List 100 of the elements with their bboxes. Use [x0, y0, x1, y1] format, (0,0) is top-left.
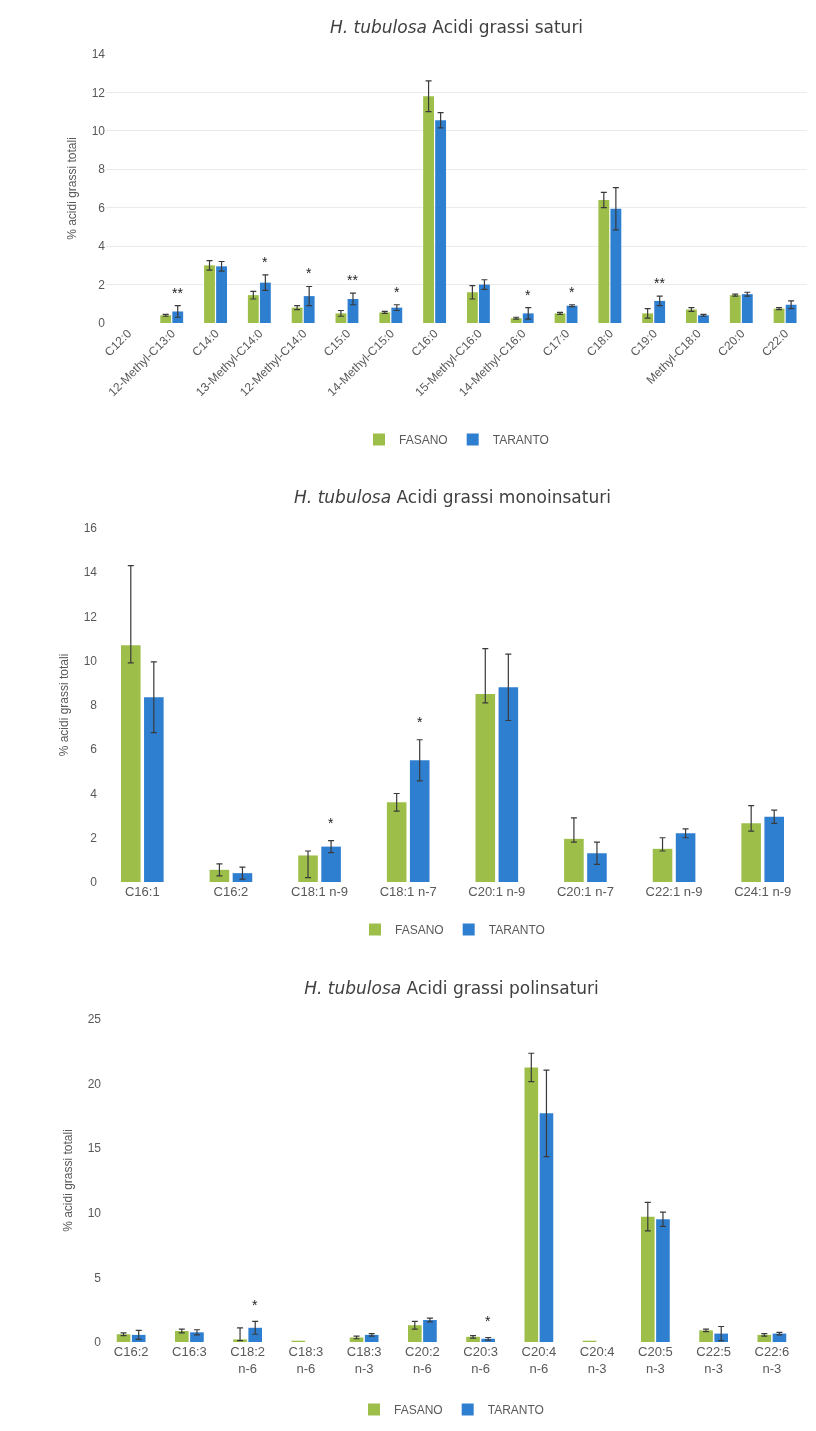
bar [699, 1330, 713, 1342]
bar [131, 1334, 146, 1342]
y-tick-label: 10 [83, 653, 98, 668]
y-tick-label: 0 [94, 1335, 102, 1350]
legend-label: TARANTO [487, 1403, 544, 1418]
bar [174, 1331, 189, 1342]
legend-label: TARANTO [492, 433, 549, 448]
y-tick-label: 10 [87, 1206, 102, 1220]
x-tick-label: C16:1 [124, 884, 160, 899]
x-tick-label: C22:6 n-3 [754, 1344, 790, 1376]
y-tick-label: 0 [98, 316, 106, 331]
legend-label: FASANO [399, 433, 448, 448]
y-tick-label: 12 [83, 609, 98, 624]
x-tick-label: C20:1 n-7 [556, 884, 614, 899]
bar [209, 869, 230, 882]
bar [640, 1216, 655, 1342]
bar [144, 697, 164, 882]
x-tick-label: C24:1 n-9 [734, 884, 792, 899]
bar [675, 833, 696, 882]
annotation: ** [654, 275, 666, 291]
bar [686, 309, 697, 323]
y-axis-title: % acidi grassi totali [60, 1129, 75, 1232]
chart-title: H. tubulosa Acidi grassi polinsaturi [304, 977, 599, 998]
annotation: * [417, 714, 423, 730]
y-tick-label: 5 [94, 1270, 102, 1285]
annotation: * [394, 284, 400, 300]
bar [379, 312, 391, 323]
bar [116, 1334, 131, 1342]
x-tick-label: C18:2 n-6 [230, 1344, 265, 1376]
annotation: * [569, 284, 575, 300]
annotation: * [525, 287, 531, 303]
legend-label: TARANTO [488, 923, 545, 938]
bar [409, 760, 430, 882]
bar [216, 266, 227, 323]
bar [757, 1334, 772, 1342]
bar [435, 120, 447, 323]
bar [247, 295, 259, 323]
bar [386, 802, 407, 882]
bar [479, 284, 490, 323]
bar [610, 208, 622, 323]
x-tick-label: C20:4 n-6 [521, 1344, 557, 1376]
bar [564, 838, 584, 882]
chart-title: H. tubulosa Acidi grassi saturi [329, 16, 584, 37]
bar [303, 296, 315, 323]
bar [160, 315, 172, 323]
x-tick-label: C20:3 n-6 [463, 1344, 498, 1376]
y-tick-label: 2 [90, 830, 98, 845]
y-tick-label: 6 [98, 200, 106, 215]
x-tick-label: C18:1 n-9 [291, 884, 349, 899]
y-tick-label: 4 [90, 786, 98, 801]
bar [764, 816, 784, 882]
y-axis-title: % acidi grassi totali [56, 653, 71, 757]
x-tick-label: C16:2 [213, 884, 249, 899]
x-tick-label: C16:2 [113, 1344, 149, 1359]
bar [364, 1334, 379, 1342]
x-tick-label: C20:1 n-9 [468, 884, 526, 899]
x-tick-label: C18:3 n-6 [288, 1344, 324, 1376]
y-tick-label: 12 [91, 85, 106, 100]
bar [172, 311, 184, 323]
x-tick-label: C18:3 n-3 [346, 1344, 382, 1376]
bar [785, 304, 797, 323]
y-tick-label: 15 [87, 1141, 102, 1156]
bar [741, 823, 761, 882]
annotation: * [252, 1297, 258, 1313]
bar [321, 846, 341, 882]
bar [298, 855, 318, 882]
y-tick-label: 20 [87, 1076, 102, 1091]
bar [391, 307, 403, 323]
x-tick-label: C20:4 n-3 [579, 1344, 615, 1376]
y-tick-label: 14 [83, 565, 98, 580]
annotation: * [328, 815, 334, 831]
annotation: * [485, 1313, 491, 1329]
bar [729, 295, 741, 323]
x-tick-label: C22:1 n-9 [645, 884, 703, 899]
bar [423, 1320, 437, 1342]
y-tick-label: 2 [98, 277, 106, 292]
x-tick-label: C20:2 n-6 [405, 1344, 440, 1376]
y-tick-label: 10 [91, 124, 106, 139]
y-tick-label: 4 [98, 239, 106, 254]
bar [475, 693, 496, 882]
bar [642, 313, 654, 323]
y-tick-label: 8 [90, 698, 98, 713]
annotation: * [306, 265, 312, 281]
chart-title: H. tubulosa Acidi grassi monoinsaturi [294, 486, 611, 507]
x-tick-label: C18:1 n-7 [379, 884, 437, 899]
bar [121, 645, 141, 882]
annotation: * [262, 254, 268, 270]
bar [698, 315, 709, 323]
bar [539, 1113, 554, 1342]
legend-label: FASANO [395, 923, 444, 938]
y-tick-label: 8 [98, 162, 106, 177]
bar [652, 848, 673, 882]
bar [587, 853, 607, 882]
y-tick-label: 0 [90, 875, 98, 890]
bar [248, 1327, 263, 1342]
y-tick-label: 16 [83, 521, 98, 536]
y-tick-label: 14 [91, 47, 106, 62]
bar [423, 96, 434, 323]
bar [259, 282, 271, 323]
bar [524, 1067, 539, 1342]
